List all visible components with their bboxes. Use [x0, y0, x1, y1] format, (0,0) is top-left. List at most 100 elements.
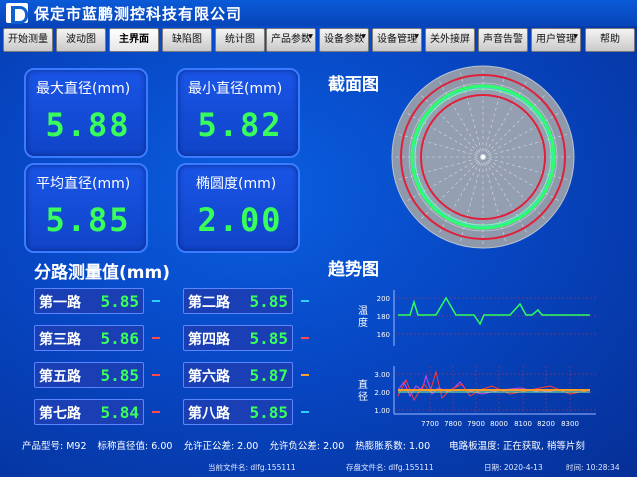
- diameter-series-2: [397, 374, 590, 398]
- max-diameter-label: 最大直径(mm): [36, 81, 131, 97]
- x-tick-label: 7700: [421, 420, 439, 428]
- diameter-series-3: [397, 370, 591, 402]
- title-bar: 保定市蓝鹏测控科技有限公司: [0, 0, 637, 26]
- status-date: 日期: 2020-4-13: [484, 463, 543, 472]
- ellipticity-value: 2.00: [197, 201, 283, 239]
- x-tick-label: 7800: [444, 420, 462, 428]
- nav-button-4[interactable]: 缺陷图: [162, 28, 212, 52]
- channel-label: 第五路: [39, 369, 81, 385]
- temperature-series-line: [398, 296, 590, 326]
- x-tick-label: 8000: [490, 420, 508, 428]
- inner-green-ring: [414, 88, 552, 226]
- dropdown-arrow-icon: ▼: [361, 33, 366, 40]
- measured-ring: [410, 84, 556, 230]
- channel-value: 5.87: [249, 366, 288, 385]
- channel-value: 5.86: [100, 329, 139, 348]
- channel-label: 第二路: [188, 295, 230, 311]
- min-diameter-value: 5.82: [197, 106, 283, 144]
- current-file-name: 当前文件名: dlfg.155111: [208, 463, 296, 472]
- status-time: 时间: 10:28:34: [566, 463, 620, 472]
- nav-button-label: 波动图: [66, 34, 96, 45]
- dropdown-arrow-icon: ▼: [308, 33, 313, 40]
- nav-button-label: 帮助: [600, 34, 620, 45]
- nav-button-1[interactable]: 开始测量: [3, 28, 53, 52]
- channel-value: 5.85: [100, 292, 139, 311]
- cross-section-chart: [391, 65, 575, 249]
- x-tick-label: 8200: [537, 420, 555, 428]
- channel-value: 5.85: [100, 366, 139, 385]
- nominal-diameter: 标称直径值: 6.00: [97, 441, 173, 452]
- nav-button-label: 设备管理: [377, 34, 417, 45]
- channel-values-heading: 分路测量值(mm): [34, 263, 170, 283]
- channel-8-panel: 第八路 5.85: [183, 399, 293, 425]
- x-tick-label: 7900: [467, 420, 485, 428]
- max-diameter-panel: 最大直径(mm) 5.88: [24, 68, 148, 158]
- channel-4-panel: 第四路 5.85: [183, 325, 293, 351]
- thermal-expansion: 热膨胀系数: 1.00: [355, 441, 431, 452]
- channel-label: 第七路: [39, 406, 81, 422]
- channel-label: 第四路: [188, 332, 230, 348]
- cross-section-heading: 截面图: [328, 75, 379, 95]
- nav-button-label: 设备参数: [324, 34, 364, 45]
- main-nav: 开始测量 波动图 主界面 缺陷图 统计图 产品参数 ▼ 设备参数 ▼ 设备管理 ▼ 关外接屏 声音告警用…: [0, 28, 637, 52]
- product-model: 产品型号: M92: [22, 441, 87, 452]
- channel-value: 5.85: [249, 292, 288, 311]
- avg-diameter-panel: 平均直径(mm) 5.85: [24, 163, 148, 253]
- channel-indicator: [301, 374, 309, 376]
- temperature-axis-label: 温度: [358, 306, 368, 329]
- nav-button-label: 主界面: [119, 34, 149, 45]
- nav-button-11[interactable]: 用户管理 ▼: [531, 28, 581, 52]
- positive-tolerance: 允许正公差: 2.00: [183, 441, 259, 452]
- avg-diameter-label: 平均直径(mm): [36, 176, 131, 192]
- upper-limit-ring: [400, 74, 566, 240]
- trend-chart: 200 180 160 3.00 2.00 1.00 7700 7800 7900 8000 810…: [374, 290, 596, 428]
- product-info-line: 产品型号: M92 标称直径值: 6.00 允许正公差: 2.00 允许负公差:…: [22, 438, 593, 452]
- diameter-axis-label: 直径: [358, 380, 368, 403]
- save-file-name: 存盘文件名: dlfg.155111: [346, 463, 434, 472]
- channel-label: 第三路: [39, 332, 81, 348]
- board-temperature: 电路板温度: 正在获取, 稍等片刻: [449, 441, 585, 452]
- channel-3-panel: 第三路 5.86: [34, 325, 144, 351]
- diameter-tick-label: 3.00: [374, 371, 390, 379]
- nav-button-label: 缺陷图: [172, 34, 202, 45]
- nav-button-3[interactable]: 主界面: [109, 28, 159, 52]
- ellipticity-panel: 椭圆度(mm) 2.00: [176, 163, 300, 253]
- channel-value: 5.85: [249, 329, 288, 348]
- nav-button-label: 关外接屏: [430, 34, 470, 45]
- channel-6-panel: 第六路 5.87: [183, 362, 293, 388]
- nav-button-label: 统计图: [225, 34, 255, 45]
- nav-button-6[interactable]: 产品参数 ▼: [266, 28, 316, 52]
- min-diameter-label: 最小直径(mm): [188, 81, 283, 97]
- diameter-tick-label: 2.00: [374, 389, 390, 397]
- channel-1-panel: 第一路 5.85: [34, 288, 144, 314]
- nav-button-label: 开始测量: [8, 34, 48, 45]
- temperature-tick-label: 160: [377, 331, 390, 339]
- nav-button-9[interactable]: 关外接屏: [425, 28, 475, 52]
- channel-label: 第八路: [188, 406, 230, 422]
- negative-tolerance: 允许负公差: 2.00: [269, 441, 345, 452]
- channel-indicator: [152, 300, 160, 302]
- x-tick-label: 8300: [561, 420, 579, 428]
- nav-button-10[interactable]: 声音告警: [478, 28, 528, 52]
- min-diameter-panel: 最小直径(mm) 5.82: [176, 68, 300, 158]
- nav-button-8[interactable]: 设备管理 ▼: [372, 28, 422, 52]
- center-point: [481, 155, 485, 159]
- nav-button-7[interactable]: 设备参数 ▼: [319, 28, 369, 52]
- nav-button-5[interactable]: 统计图: [215, 28, 265, 52]
- company-logo-icon: [6, 3, 28, 24]
- nav-button-2[interactable]: 波动图: [56, 28, 106, 52]
- avg-diameter-value: 5.85: [45, 201, 131, 239]
- nav-button-label: 产品参数: [271, 34, 311, 45]
- temperature-tick-label: 200: [377, 295, 390, 303]
- x-tick-label: 8100: [514, 420, 532, 428]
- channel-label: 第一路: [39, 295, 81, 311]
- temperature-tick-label: 180: [377, 313, 390, 321]
- max-diameter-value: 5.88: [45, 106, 131, 144]
- nav-button-12[interactable]: 帮助: [585, 28, 635, 52]
- diameter-tick-label: 1.00: [374, 407, 390, 415]
- radial-line: [482, 93, 547, 158]
- channel-indicator: [301, 300, 309, 302]
- radial-line: [419, 156, 484, 221]
- channel-2-panel: 第二路 5.85: [183, 288, 293, 314]
- nav-button-label: 用户管理: [536, 34, 576, 45]
